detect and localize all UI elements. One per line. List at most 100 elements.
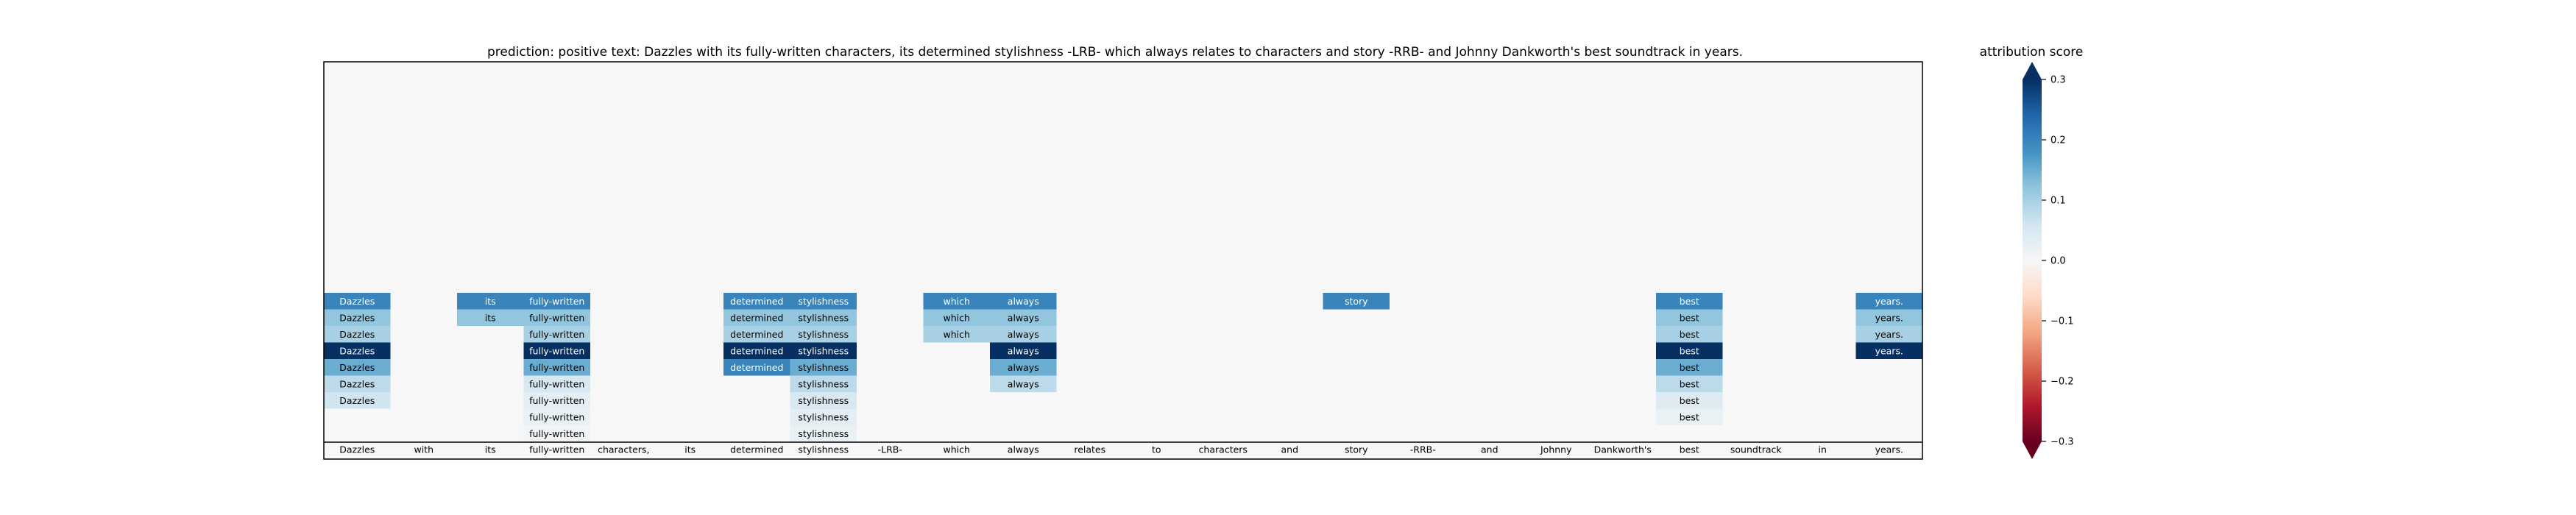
token-label: years. — [1875, 444, 1903, 455]
heatmap-cell — [790, 425, 857, 442]
colorbar-tick-label: 0.1 — [2050, 196, 2066, 207]
token-label: Johnny — [1540, 444, 1572, 455]
heatmap-cell — [523, 392, 590, 409]
heatmap-cell — [523, 359, 590, 376]
heatmap-cell — [790, 293, 857, 310]
cell-token-label: Dazzles — [339, 312, 375, 323]
cell-token-label: years. — [1875, 296, 1903, 307]
cell-token-label: always — [1008, 296, 1039, 307]
cell-token-label: always — [1008, 329, 1039, 340]
heatmap-cell — [324, 375, 391, 392]
colorbar-tick-label: 0.0 — [2050, 256, 2066, 267]
token-label: always — [1008, 444, 1039, 455]
cell-token-label: Dazzles — [339, 378, 375, 389]
heatmap-cell — [923, 326, 990, 343]
cell-token-label: its — [485, 312, 496, 323]
heatmap-cell — [1656, 309, 1723, 326]
cell-token-label: determined — [730, 329, 783, 340]
heatmap-cell — [324, 309, 391, 326]
heatmap-cell — [1855, 342, 1922, 359]
heatmap-cell — [990, 309, 1057, 326]
token-label: Dazzles — [339, 444, 375, 455]
cell-token-label: always — [1008, 345, 1039, 356]
heatmap-cell — [723, 359, 790, 376]
plot-frame — [323, 61, 1923, 460]
cell-token-label: stylishness — [798, 428, 849, 439]
token-label: its — [684, 444, 696, 455]
token-label: and — [1481, 444, 1498, 455]
heatmap-cell — [1656, 408, 1723, 425]
cell-token-label: fully-written — [529, 329, 584, 340]
heatmap-cell — [324, 326, 391, 343]
cell-token-label: best — [1680, 329, 1699, 340]
cell-token-label: best — [1680, 312, 1699, 323]
colorbar-title: attribution score — [1980, 45, 2084, 60]
heatmap-cell — [457, 309, 524, 326]
cell-token-label: best — [1680, 296, 1699, 307]
cell-token-label: which — [944, 296, 970, 307]
heatmap-cell — [523, 293, 590, 310]
colorbar-tick-label: −0.2 — [2050, 377, 2074, 388]
token-label: relates — [1074, 444, 1105, 455]
colorbar-gradient — [2023, 79, 2042, 441]
cell-token-label: determined — [730, 312, 783, 323]
cell-token-label: Dazzles — [339, 362, 375, 373]
cell-token-label: best — [1680, 378, 1699, 389]
heatmap-cell — [923, 309, 990, 326]
cell-token-label: which — [944, 329, 970, 340]
heatmap-cell — [723, 326, 790, 343]
token-label: -LRB- — [878, 444, 902, 455]
heatmap-cell — [523, 375, 590, 392]
cell-token-label: fully-written — [529, 296, 584, 307]
heatmap-cell — [1656, 392, 1723, 409]
token-label: characters — [1199, 444, 1248, 455]
heatmap-cell — [990, 293, 1057, 310]
token-label: characters, — [598, 444, 649, 455]
colorbar: 0.3 0.2 0.1 0.0 −0.1 −0.2 −0.3 — [2023, 62, 2074, 459]
cell-token-label: years. — [1875, 345, 1903, 356]
heatmap-cell — [1855, 293, 1922, 310]
cell-token-label: determined — [730, 296, 783, 307]
heatmap-cell — [324, 342, 391, 359]
cell-token-label: fully-written — [529, 312, 584, 323]
colorbar-tick-label: −0.1 — [2050, 316, 2074, 327]
cell-token-label: stylishness — [798, 296, 849, 307]
heatmap-cell — [790, 408, 857, 425]
token-label: best — [1680, 444, 1699, 455]
cell-token-label: stylishness — [798, 362, 849, 373]
cell-token-label: stylishness — [798, 329, 849, 340]
heatmap-cell — [990, 326, 1057, 343]
heatmap-cell — [1656, 359, 1723, 376]
cell-token-label: fully-written — [529, 345, 584, 356]
heatmap-cell — [1855, 309, 1922, 326]
token-label: Dankworth's — [1594, 444, 1652, 455]
heatmap-cell — [723, 293, 790, 310]
cell-token-label: determined — [730, 362, 783, 373]
cell-token-label: Dazzles — [339, 329, 375, 340]
cell-token-label: story — [1345, 296, 1368, 307]
cell-token-label: always — [1008, 312, 1039, 323]
heatmap-cell — [990, 375, 1057, 392]
heatmap-cell — [1656, 326, 1723, 343]
chart-title: prediction: positive text: Dazzles with … — [487, 45, 1743, 60]
heatmap-cell — [324, 392, 391, 409]
token-label: determined — [730, 444, 783, 455]
heatmap-cell — [790, 359, 857, 376]
heatmap-cell — [790, 342, 857, 359]
cell-token-label: fully-written — [529, 428, 584, 439]
colorbar-tick-label: 0.3 — [2050, 75, 2066, 86]
cell-token-label: Dazzles — [339, 395, 375, 406]
cell-token-label: always — [1008, 362, 1039, 373]
cell-token-label: stylishness — [798, 378, 849, 389]
heatmap-cell — [324, 293, 391, 310]
colorbar-extend-max — [2023, 62, 2042, 79]
heatmap-cell — [790, 326, 857, 343]
token-label: story — [1345, 444, 1368, 455]
heatmap-cell — [790, 309, 857, 326]
token-label: -RRB- — [1410, 444, 1436, 455]
cell-token-label: best — [1680, 395, 1699, 406]
heatmap-cell — [790, 375, 857, 392]
token-label: and — [1281, 444, 1298, 455]
token-row: Dazzles with its fully-written characters, it… — [339, 444, 1903, 455]
